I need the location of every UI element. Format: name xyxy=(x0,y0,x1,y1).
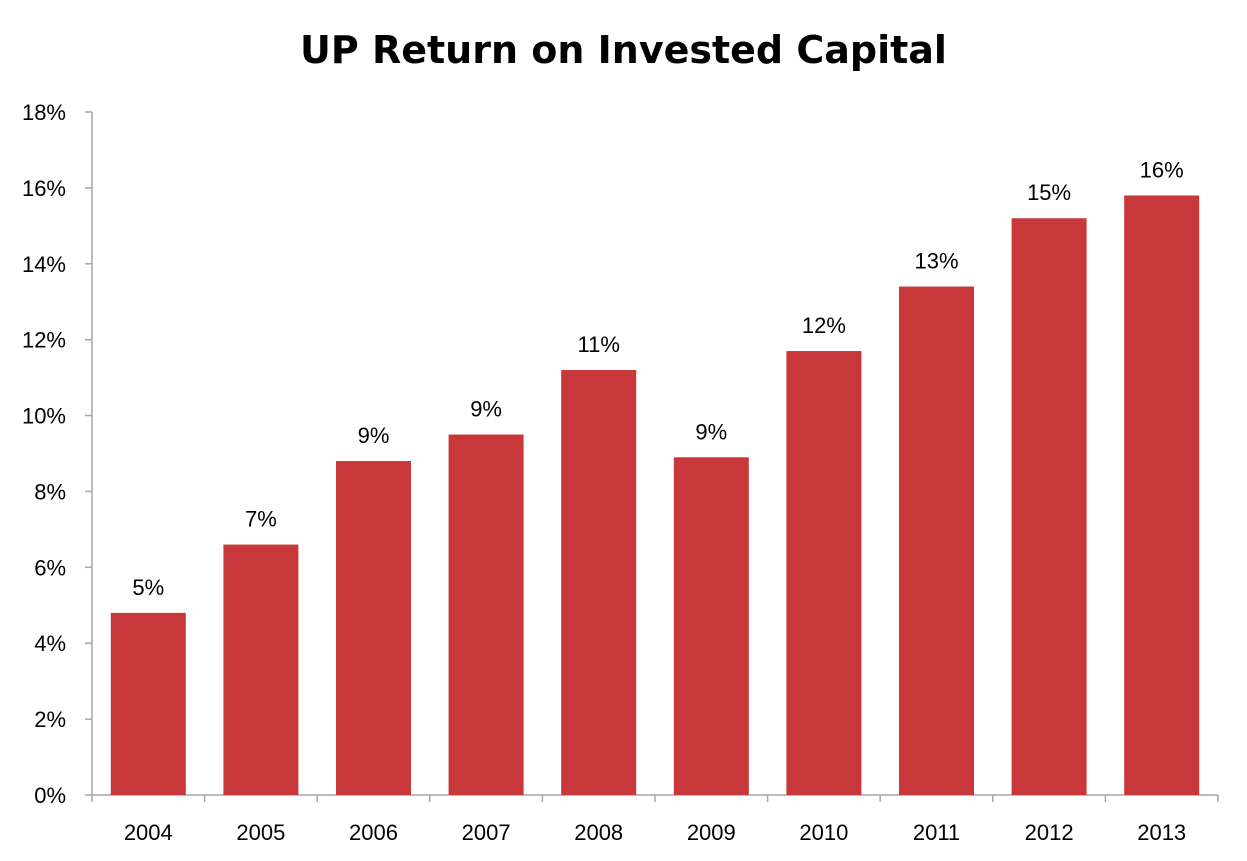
y-tick-label: 0% xyxy=(34,783,66,808)
bar-2007 xyxy=(448,434,524,795)
data-label-2010: 12% xyxy=(802,313,846,338)
y-tick-label: 18% xyxy=(22,100,66,125)
bars xyxy=(110,195,1200,795)
x-tick-label: 2006 xyxy=(349,820,398,845)
y-axis: 0% 2% 4% 6% 8% 10% 12% 14% 16% 18% xyxy=(22,100,93,808)
bar-2013 xyxy=(1124,195,1200,795)
bar-2012 xyxy=(1011,218,1087,795)
x-tick-label: 2009 xyxy=(687,820,736,845)
y-tick-label: 10% xyxy=(22,404,66,429)
x-tick-label: 2004 xyxy=(124,820,173,845)
y-tick-label: 12% xyxy=(22,328,66,353)
y-tick-label: 14% xyxy=(22,252,66,277)
x-tick-label: 2007 xyxy=(462,820,511,845)
data-label-2009: 9% xyxy=(695,419,727,444)
data-label-2012: 15% xyxy=(1027,180,1071,205)
x-tick-label: 2010 xyxy=(799,820,848,845)
y-tick-label: 8% xyxy=(34,479,66,504)
data-label-2013: 16% xyxy=(1140,157,1184,182)
bar-2008 xyxy=(561,370,637,795)
data-label-2007: 9% xyxy=(470,397,502,422)
x-tick-label: 2005 xyxy=(236,820,285,845)
data-label-2004: 5% xyxy=(132,575,164,600)
data-label-2008: 11% xyxy=(577,332,619,357)
x-tick-label: 2013 xyxy=(1137,820,1186,845)
data-labels: 5% 7% 9% 9% 11% 9% 12% 13% 15% 16% xyxy=(132,157,1183,599)
bar-2010 xyxy=(786,351,862,795)
data-label-2005: 7% xyxy=(245,507,277,532)
x-tick-label: 2008 xyxy=(574,820,623,845)
y-tick-label: 16% xyxy=(22,176,66,201)
x-axis: 2004 2005 2006 2007 2008 2009 2010 2011 2012 2013 xyxy=(91,794,1219,845)
y-tick-label: 2% xyxy=(34,707,66,732)
y-tick-label: 6% xyxy=(34,555,66,580)
bar-2005 xyxy=(223,544,299,795)
data-label-2006: 9% xyxy=(358,423,390,448)
x-tick-label: 2011 xyxy=(913,820,960,845)
bar-2009 xyxy=(673,457,749,795)
x-tick-label: 2012 xyxy=(1025,820,1074,845)
bar-2004 xyxy=(110,612,186,795)
bar-2011 xyxy=(899,286,974,795)
y-tick-label: 4% xyxy=(34,631,66,656)
data-label-2011: 13% xyxy=(914,249,958,274)
chart-title: UP Return on Invested Capital xyxy=(300,28,947,72)
bar-2006 xyxy=(336,461,411,795)
